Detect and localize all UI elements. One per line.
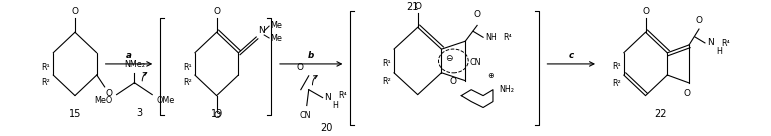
Text: O: O	[695, 16, 702, 25]
Text: R⁴: R⁴	[503, 33, 512, 42]
Text: 3: 3	[136, 109, 143, 118]
Text: R²: R²	[183, 78, 192, 87]
Text: CN: CN	[470, 58, 480, 67]
Text: H: H	[332, 101, 338, 110]
Text: O: O	[684, 89, 691, 98]
Text: O: O	[72, 7, 79, 16]
Text: a: a	[126, 51, 132, 60]
Text: N: N	[325, 93, 332, 102]
Text: N: N	[707, 38, 714, 47]
Text: R²: R²	[612, 79, 621, 88]
Text: Me: Me	[270, 21, 282, 30]
Text: OMe: OMe	[157, 96, 174, 105]
Text: R²: R²	[382, 77, 391, 86]
Text: N: N	[258, 26, 265, 35]
Text: R¹: R¹	[183, 63, 192, 72]
Text: H: H	[715, 47, 722, 56]
Text: O: O	[449, 77, 457, 86]
Text: NH₂: NH₂	[499, 85, 514, 94]
Text: O: O	[296, 63, 303, 72]
Text: Me: Me	[270, 34, 282, 44]
Text: NH: NH	[485, 33, 497, 42]
Text: MeO: MeO	[94, 96, 113, 105]
Text: c: c	[568, 51, 574, 60]
Text: R¹: R¹	[612, 62, 621, 71]
Text: 19: 19	[210, 109, 223, 120]
Text: NMe₂: NMe₂	[124, 60, 145, 69]
Text: O: O	[213, 7, 220, 16]
Text: 22: 22	[654, 109, 667, 120]
Text: R¹: R¹	[382, 59, 391, 68]
Text: ⊕: ⊕	[487, 71, 494, 80]
Text: 21: 21	[406, 1, 419, 12]
Text: 15: 15	[69, 109, 81, 120]
Text: R⁴: R⁴	[338, 91, 347, 100]
Text: 20: 20	[321, 123, 333, 133]
Text: b: b	[308, 51, 315, 60]
Text: R¹: R¹	[42, 63, 50, 72]
Text: O: O	[642, 7, 649, 16]
Text: R⁴: R⁴	[721, 39, 729, 48]
Text: R²: R²	[42, 78, 50, 87]
Text: O: O	[213, 112, 220, 120]
Text: O: O	[473, 10, 480, 19]
Text: O: O	[106, 89, 113, 98]
Text: O: O	[414, 2, 421, 11]
Text: ⊖: ⊖	[446, 55, 453, 64]
Text: CN: CN	[299, 112, 311, 120]
